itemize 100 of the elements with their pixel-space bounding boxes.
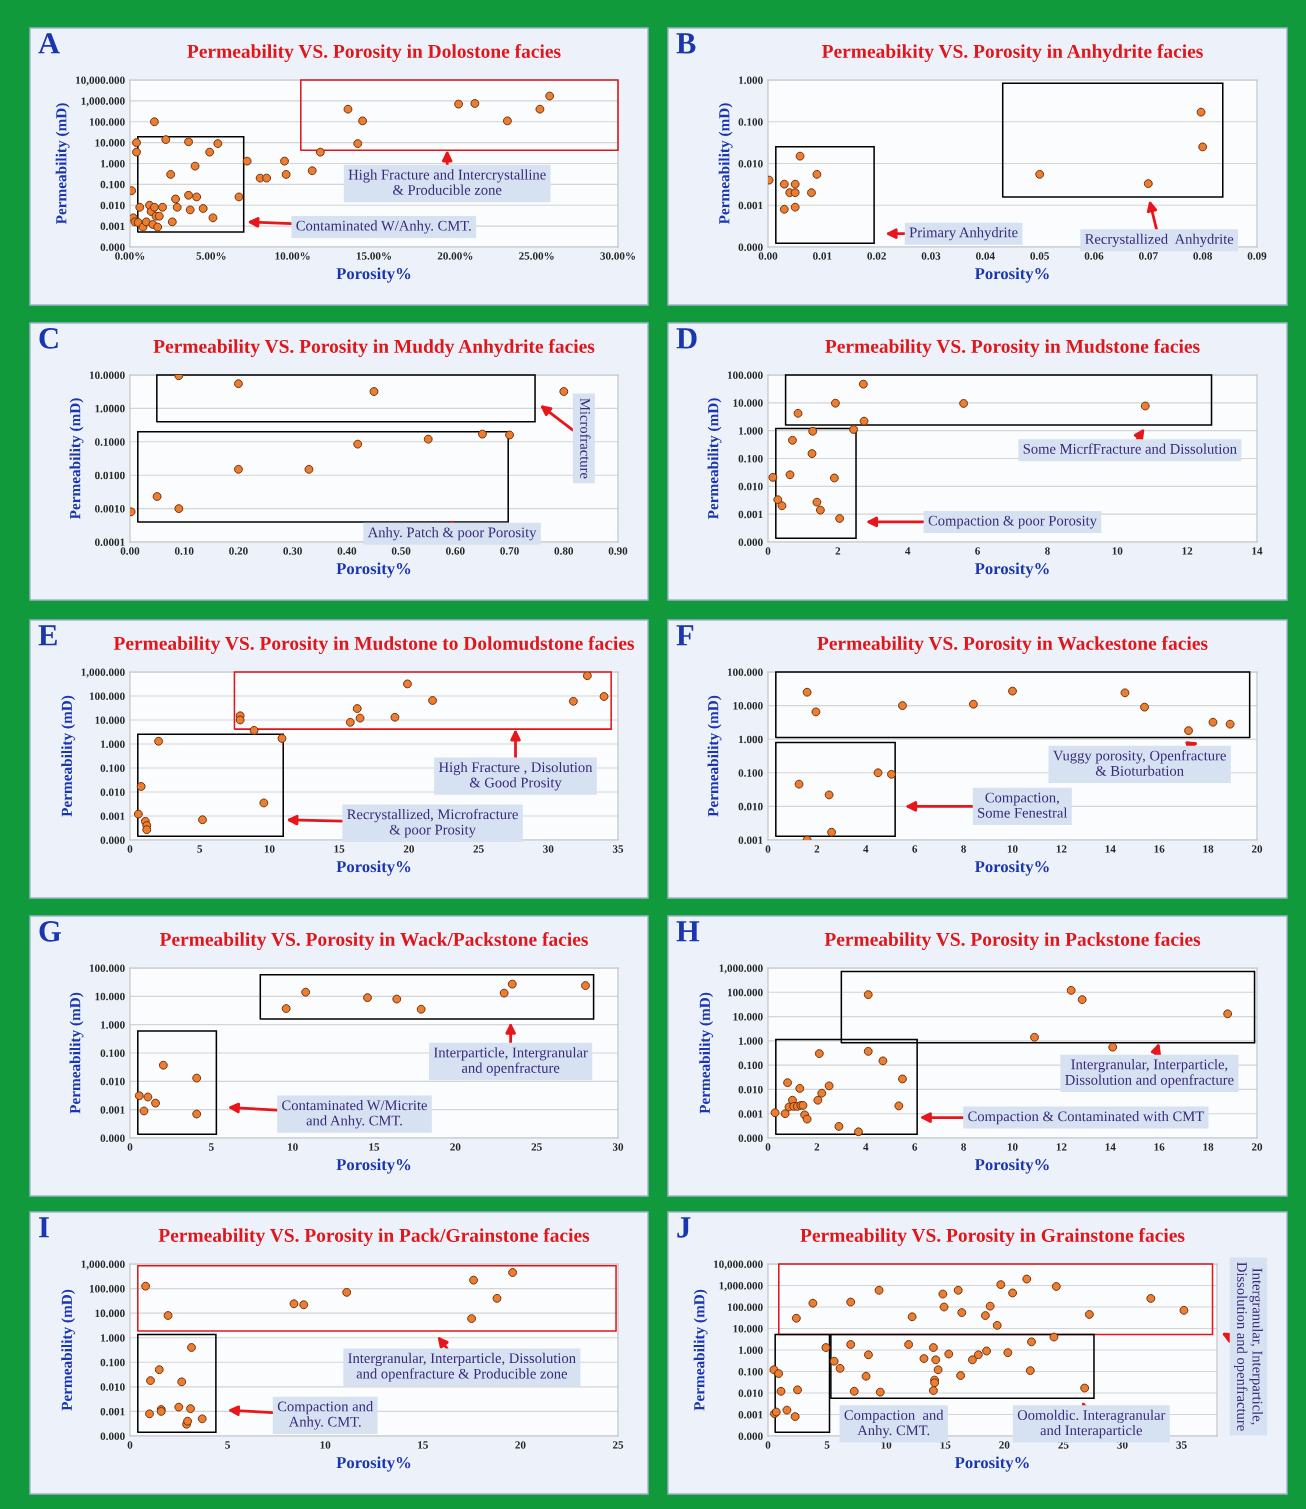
y-tick-label: 1.000 (739, 427, 763, 435)
x-tick-label: 0.90 (608, 547, 628, 555)
y-axis-title: Permeability (mD) (55, 103, 70, 225)
y-tick-label: 0.0001 (95, 538, 125, 547)
y-tick-label: 1,000.000 (719, 1281, 763, 1292)
annotation: Oomoldic. Interagranular and Interaparticle (1017, 1409, 1166, 1439)
x-tick-label: 5 (824, 1441, 830, 1449)
x-tick-label: 25 (473, 845, 484, 853)
y-tick-label: 0.001 (738, 1110, 763, 1118)
x-tick-label: 10 (1112, 547, 1123, 555)
x-tick-label: 0.09 (1247, 252, 1267, 260)
x-tick-label: 20 (1251, 1143, 1263, 1151)
y-tick-label: 0.100 (100, 1049, 125, 1058)
x-tick-label: 20 (403, 845, 414, 853)
y-tick-label: 0.100 (100, 764, 125, 773)
text: J (677, 1217, 691, 1238)
x-tick-label: 12 (1056, 845, 1067, 853)
text: C (39, 328, 58, 349)
annotation: Compaction & Contaminated with CMT (968, 1110, 1204, 1125)
y-tick-label: 0.001 (100, 812, 125, 821)
text: H (676, 921, 700, 942)
y-tick-label: 0.100 (738, 1061, 763, 1070)
x-tick-label: 0.07 (1139, 252, 1158, 260)
chart-title: Permeability VS. Porosity in Pack/Grainstone facies (158, 1228, 590, 1246)
y-tick-label: 100.000 (727, 668, 763, 677)
y-tick-label: 0.001 (738, 201, 763, 210)
annotation: High Fracture , Disolution & Good Prosity (438, 761, 593, 791)
x-tick-label: 0.06 (1084, 252, 1104, 260)
x-tick-label: 0.70 (500, 547, 519, 555)
annotation: Compaction and Anhy. CMT. (277, 1401, 374, 1430)
y-axis-title: Permeability (mD) (69, 398, 84, 520)
x-tick-label: 10 (264, 845, 275, 853)
y-tick-label: 0.001 (738, 836, 763, 845)
y-tick-label: 1.000 (739, 76, 763, 85)
y-tick-label: 1,000.000 (81, 668, 125, 678)
x-tick-label: 5 (197, 845, 203, 853)
y-tick-label: 0.010 (738, 1389, 763, 1398)
x-tick-label: 0.30 (283, 547, 302, 555)
y-tick-label: 0.000 (100, 243, 125, 252)
chart-title: Permeability VS. Porosity in Mudstone to Dolomudstone facies (113, 636, 635, 654)
y-tick-label: 10.000 (95, 139, 125, 147)
y-axis-title: Permeability (mD) (61, 695, 76, 817)
x-tick-label: 12 (1056, 1143, 1067, 1151)
y-tick-label: 10.000 (733, 1324, 763, 1333)
text: D (676, 328, 697, 349)
y-tick-label: 100.000 (89, 964, 125, 973)
y-tick-label: 0.0100 (95, 471, 125, 480)
x-tick-label: 4 (863, 845, 869, 853)
x-tick-label: 0 (765, 1143, 771, 1151)
x-tick-label: 18 (1203, 845, 1214, 853)
x-tick-label: 10 (288, 1143, 298, 1151)
chart-title: Permeability VS. Porosity in Wackestone facies (817, 636, 1208, 654)
x-tick-label: 2 (814, 845, 820, 853)
annotation: Vuggy porosity, Openfracture & Bioturbation (1053, 750, 1226, 776)
x-tick-label: 20 (1251, 845, 1263, 853)
x-axis-title: Porosity% (336, 267, 411, 283)
y-tick-label: 0.0010 (95, 505, 125, 513)
y-tick-label: 1.000 (101, 1021, 125, 1029)
y-tick-label: 0.010 (100, 1383, 125, 1391)
annotation: Compaction & poor Porosity (928, 515, 1097, 529)
x-tick-label: 8 (961, 1143, 967, 1151)
x-tick-label: 0 (127, 1441, 133, 1449)
annotation: Compaction, Some Fenestral (978, 792, 1068, 818)
text: F (676, 625, 694, 646)
x-tick-label: 0.00% (115, 252, 145, 260)
x-tick-label: 0.03 (921, 252, 941, 260)
y-tick-label: 1.000 (739, 1346, 763, 1355)
chart-title: Permeability VS. Porosity in Dolostone facies (187, 44, 561, 62)
x-tick-label: 8 (1045, 547, 1050, 555)
y-tick-label: 100.000 (727, 988, 763, 997)
x-axis-title: Porosity% (974, 1158, 1049, 1174)
y-tick-label: 1.000 (739, 1037, 763, 1045)
x-tick-label: 25.00% (519, 252, 554, 260)
chart-title: Permeability VS. Porosity in Wack/Packstone facies (159, 932, 588, 950)
text: Intergranular, Interparticle, Dissolution and openfracture (1234, 1262, 1263, 1431)
y-axis-title: Permeability (mD) (693, 1289, 708, 1411)
x-tick-label: 10.00% (275, 252, 310, 260)
y-tick-label: 10.000 (733, 1013, 763, 1021)
y-tick-label: 100.000 (89, 118, 125, 126)
x-tick-label: 5 (225, 1441, 230, 1449)
x-tick-label: 4 (905, 547, 911, 555)
y-tick-label: 0.100 (738, 769, 763, 777)
y-tick-label: 0.010 (100, 201, 125, 210)
y-tick-label: 0.010 (738, 802, 763, 811)
x-tick-label: 6 (975, 547, 981, 555)
y-axis-title: Permeability (mD) (707, 398, 722, 520)
y-tick-label: 1.0000 (95, 404, 125, 413)
text: A (38, 33, 60, 54)
y-tick-label: 0.000 (738, 1134, 763, 1143)
annotation: Intergranular, Interparticle, Dissolution and openfracture (1065, 1059, 1234, 1088)
y-tick-label: 1.000 (101, 1334, 125, 1342)
annotation: Some MicrfFracture and Dissolution (1023, 443, 1237, 454)
x-tick-label: 30 (543, 845, 554, 853)
y-tick-label: 10,000.000 (714, 1260, 763, 1270)
x-axis-title: Porosity% (974, 562, 1049, 578)
y-tick-label: 0.000 (738, 1432, 763, 1441)
x-tick-label: 0.04 (976, 252, 995, 260)
text: B (676, 33, 696, 54)
annotation: Primary Anhydrite (909, 227, 1018, 241)
chart-title: Permeability VS. Porosity in Mudstone facies (825, 339, 1200, 357)
